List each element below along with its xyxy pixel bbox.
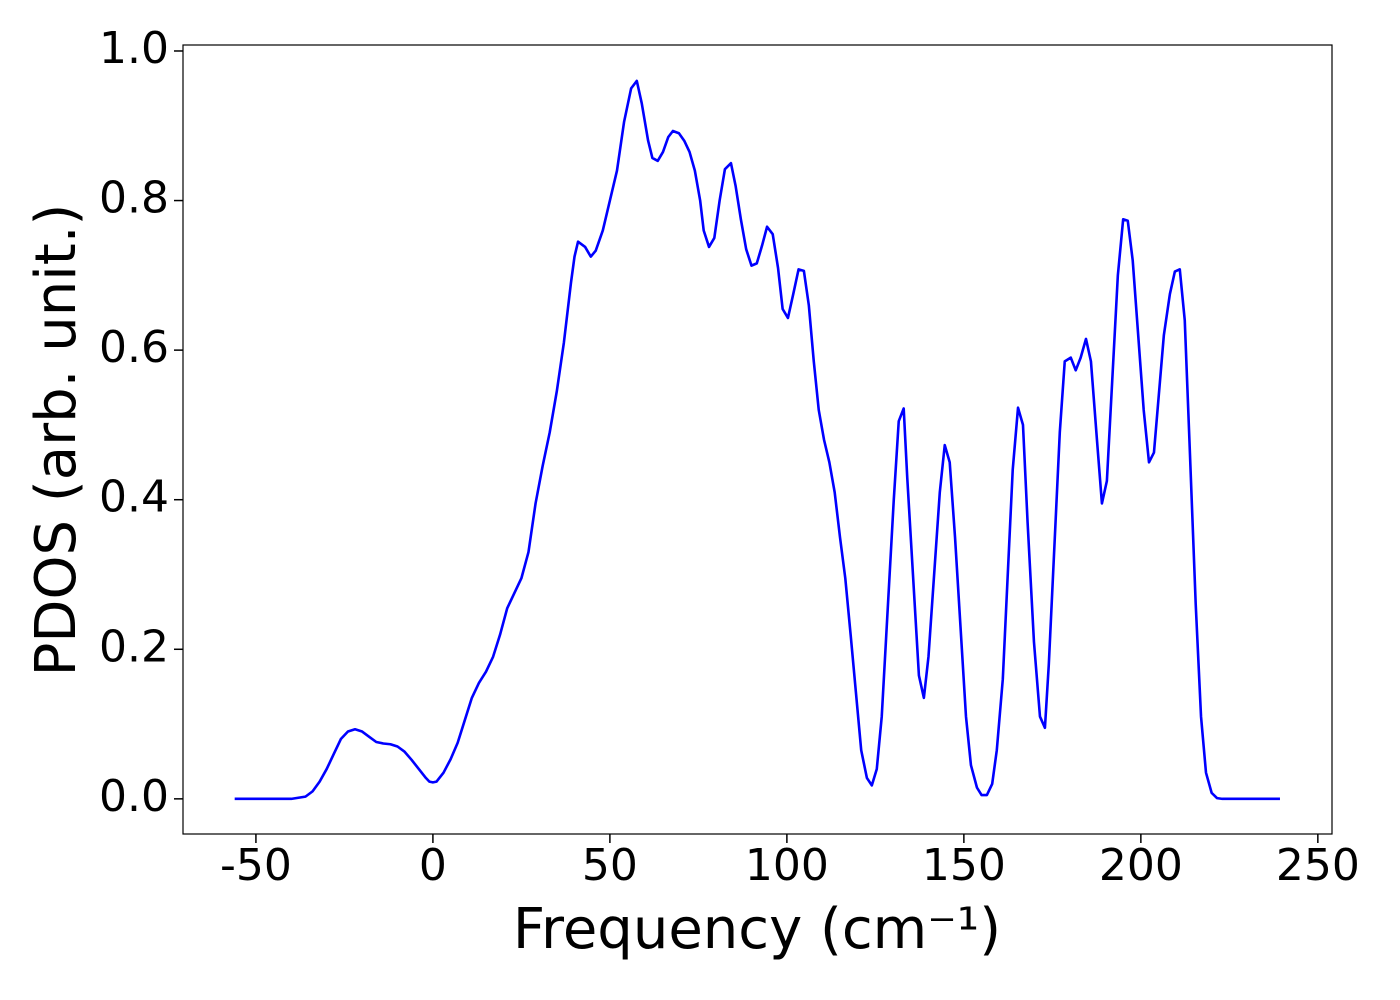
y-tick-label: 0.2 — [99, 621, 169, 672]
x-axis-label: Frequency (cm⁻¹) — [513, 897, 1001, 962]
x-tick-label: 200 — [1099, 840, 1183, 891]
plot-frame — [182, 44, 1333, 835]
y-tick-label: 1.0 — [99, 23, 169, 74]
x-tick-label: 150 — [922, 840, 1006, 891]
x-tick-label: 0 — [419, 840, 447, 891]
y-tick-label: 0.4 — [99, 472, 169, 523]
y-tick-label: 0.6 — [99, 322, 169, 373]
x-tick-label: -50 — [220, 840, 292, 891]
x-tick-label: 100 — [745, 840, 829, 891]
x-tick-label: 250 — [1276, 840, 1360, 891]
y-tick-label: 0.8 — [99, 173, 169, 224]
y-tick-label: 0.0 — [99, 771, 169, 822]
x-tick-label: 50 — [582, 840, 638, 891]
y-axis-label: PDOS (arb. unit.) — [24, 204, 89, 677]
data-line — [234, 79, 1280, 801]
